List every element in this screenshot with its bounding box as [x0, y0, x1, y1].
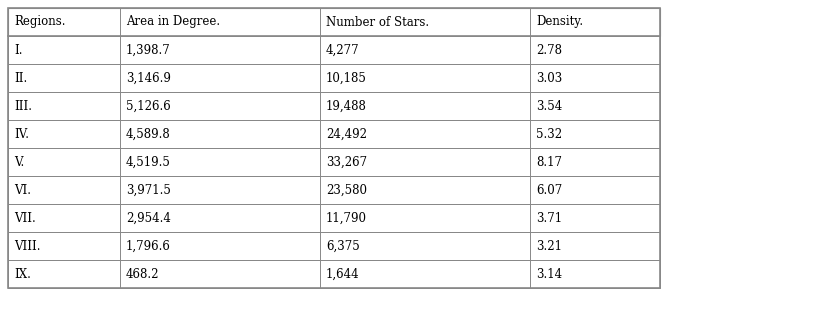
Text: 5,126.6: 5,126.6	[126, 100, 171, 113]
Text: VII.: VII.	[14, 211, 36, 224]
Text: VIII.: VIII.	[14, 240, 40, 253]
Text: 24,492: 24,492	[326, 127, 367, 140]
Bar	[8, 8, 660, 36]
Bar	[8, 148, 660, 176]
Text: 1,398.7: 1,398.7	[126, 43, 171, 56]
Text: 10,185: 10,185	[326, 72, 367, 85]
Bar	[8, 36, 660, 64]
Text: 8.17: 8.17	[536, 156, 562, 169]
Text: 3.14: 3.14	[536, 268, 562, 281]
Text: 3,146.9: 3,146.9	[126, 72, 171, 85]
Text: 468.2: 468.2	[126, 268, 160, 281]
Text: 33,267: 33,267	[326, 156, 367, 169]
Text: I.: I.	[14, 43, 23, 56]
Text: Area in Degree.: Area in Degree.	[126, 16, 220, 29]
Text: 1,796.6: 1,796.6	[126, 240, 171, 253]
Text: 2.78: 2.78	[536, 43, 562, 56]
Text: V.: V.	[14, 156, 24, 169]
Text: 11,790: 11,790	[326, 211, 367, 224]
Text: Regions.: Regions.	[14, 16, 65, 29]
Text: II.: II.	[14, 72, 28, 85]
Text: 19,488: 19,488	[326, 100, 367, 113]
Text: Number of Stars.: Number of Stars.	[326, 16, 429, 29]
Text: Density.: Density.	[536, 16, 584, 29]
Text: 4,277: 4,277	[326, 43, 359, 56]
Text: 1,644: 1,644	[326, 268, 359, 281]
Text: III.: III.	[14, 100, 32, 113]
Text: 3,971.5: 3,971.5	[126, 184, 171, 197]
Text: 4,519.5: 4,519.5	[126, 156, 171, 169]
Bar	[8, 8, 660, 288]
Text: 6.07: 6.07	[536, 184, 563, 197]
Bar	[8, 92, 660, 120]
Bar	[8, 204, 660, 232]
Text: IV.: IV.	[14, 127, 29, 140]
Text: 4,589.8: 4,589.8	[126, 127, 171, 140]
Bar	[8, 176, 660, 204]
Text: 3.03: 3.03	[536, 72, 563, 85]
Text: 23,580: 23,580	[326, 184, 367, 197]
Text: 5.32: 5.32	[536, 127, 562, 140]
Bar	[8, 232, 660, 260]
Bar	[8, 260, 660, 288]
Text: 3.54: 3.54	[536, 100, 563, 113]
Text: 3.71: 3.71	[536, 211, 562, 224]
Text: VI.: VI.	[14, 184, 31, 197]
Text: 3.21: 3.21	[536, 240, 562, 253]
Bar	[8, 64, 660, 92]
Text: 6,375: 6,375	[326, 240, 359, 253]
Text: IX.: IX.	[14, 268, 31, 281]
Bar	[8, 120, 660, 148]
Text: 2,954.4: 2,954.4	[126, 211, 171, 224]
